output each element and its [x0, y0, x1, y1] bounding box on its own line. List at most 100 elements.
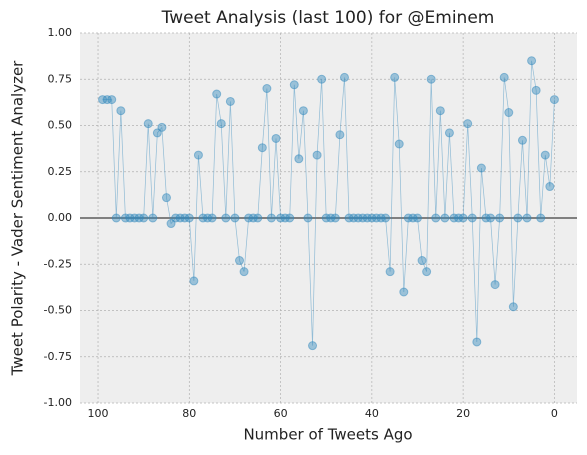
- y-tick-label: 0.75: [48, 72, 73, 85]
- data-point: [102, 95, 112, 105]
- x-tick-label: 80: [182, 407, 196, 420]
- data-point: [536, 213, 546, 223]
- data-point: [431, 213, 441, 223]
- x-tick-label: 60: [274, 407, 288, 420]
- data-point: [230, 213, 240, 223]
- y-tick-label: 1.00: [48, 26, 73, 39]
- y-tick-label: 0.50: [48, 119, 73, 132]
- data-point: [472, 337, 482, 347]
- data-point: [508, 302, 518, 312]
- data-point: [358, 213, 368, 223]
- data-point: [545, 182, 555, 192]
- data-point: [139, 213, 149, 223]
- data-point: [143, 119, 153, 129]
- y-tick-label: 0.25: [48, 165, 73, 178]
- data-point: [294, 154, 304, 164]
- data-point: [435, 106, 445, 116]
- x-tick-label: 40: [365, 407, 379, 420]
- data-point: [317, 74, 327, 84]
- data-point: [134, 213, 144, 223]
- data-point: [504, 108, 514, 118]
- data-point: [376, 213, 386, 223]
- data-point: [175, 213, 185, 223]
- data-point: [381, 213, 391, 223]
- data-point: [353, 213, 363, 223]
- data-point: [266, 213, 276, 223]
- data-point: [390, 72, 400, 82]
- data-point: [467, 213, 477, 223]
- data-point: [449, 213, 459, 223]
- data-point: [490, 280, 500, 290]
- data-point: [280, 213, 290, 223]
- data-point: [130, 213, 140, 223]
- data-point: [271, 133, 281, 143]
- data-point: [148, 213, 158, 223]
- data-point: [495, 213, 505, 223]
- data-point: [180, 213, 190, 223]
- data-point: [385, 267, 395, 277]
- y-tick-label: 0.00: [48, 211, 73, 224]
- x-tick-label: 100: [88, 407, 109, 420]
- data-point: [513, 213, 523, 223]
- data-point: [454, 213, 464, 223]
- x-axis-label: Number of Tweets Ago: [243, 426, 412, 444]
- data-point: [522, 213, 532, 223]
- data-point: [171, 213, 181, 223]
- data-point: [157, 122, 167, 132]
- data-point: [517, 135, 527, 145]
- data-point: [349, 213, 359, 223]
- data-point: [111, 213, 121, 223]
- data-point: [476, 163, 486, 173]
- data-point: [399, 287, 409, 297]
- data-point: [248, 213, 258, 223]
- data-point: [326, 213, 336, 223]
- x-tick-label: 0: [551, 407, 558, 420]
- data-point: [444, 128, 454, 138]
- series-line: [102, 60, 555, 346]
- data-point: [408, 213, 418, 223]
- data-point: [540, 150, 550, 160]
- data-point: [216, 119, 226, 129]
- data-point: [394, 139, 404, 149]
- y-axis-label: Tweet Polarity - Vader Sentiment Analyze…: [9, 60, 27, 377]
- data-point: [189, 276, 199, 286]
- data-point: [531, 85, 541, 95]
- data-point: [285, 213, 295, 223]
- data-point: [276, 213, 286, 223]
- data-point: [116, 106, 126, 116]
- data-point: [203, 213, 213, 223]
- data-point: [198, 213, 208, 223]
- data-point: [463, 119, 473, 129]
- data-point: [527, 56, 537, 66]
- data-point: [481, 213, 491, 223]
- data-point: [221, 213, 231, 223]
- data-point: [235, 256, 245, 266]
- data-point: [253, 213, 263, 223]
- data-point: [212, 89, 222, 99]
- data-point: [486, 213, 496, 223]
- data-point: [499, 72, 509, 82]
- data-point: [308, 341, 318, 351]
- data-point: [298, 106, 308, 116]
- data-point: [440, 213, 450, 223]
- y-tick-label: -0.25: [44, 257, 72, 270]
- y-tick-label: -1.00: [44, 396, 72, 409]
- data-point: [239, 267, 249, 277]
- data-point: [98, 95, 108, 105]
- data-point: [403, 213, 413, 223]
- data-point: [257, 143, 267, 153]
- data-point: [362, 213, 372, 223]
- data-point: [417, 256, 427, 266]
- data-point: [244, 213, 254, 223]
- data-point: [335, 130, 345, 140]
- data-point: [458, 213, 468, 223]
- data-point: [289, 80, 299, 90]
- data-point: [412, 213, 422, 223]
- data-point: [339, 72, 349, 82]
- data-point: [422, 267, 432, 277]
- data-point: [367, 213, 377, 223]
- data-point: [193, 150, 203, 160]
- data-point: [321, 213, 331, 223]
- x-tick-label: 20: [456, 407, 470, 420]
